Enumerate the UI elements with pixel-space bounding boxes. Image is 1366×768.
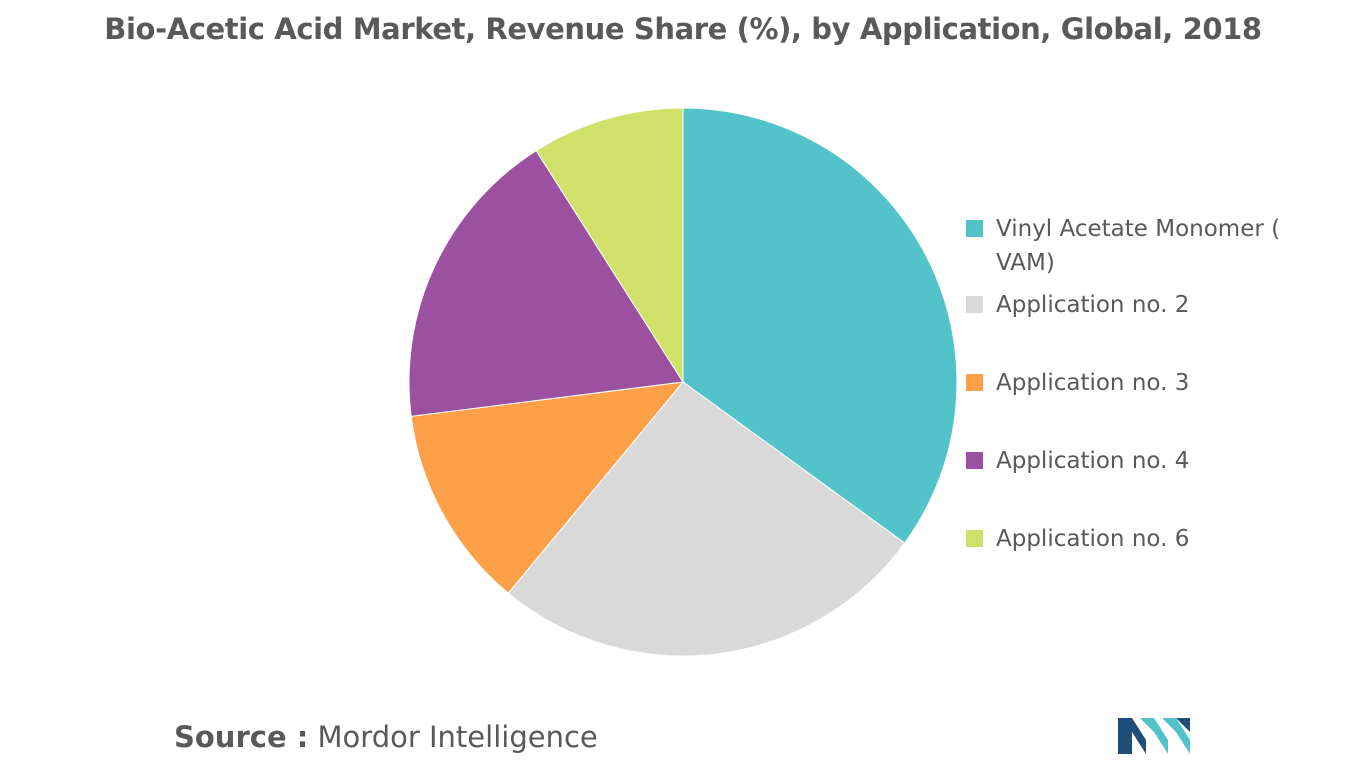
legend-swatch-application-3 bbox=[966, 374, 983, 391]
source-value: Mordor Intelligence bbox=[317, 720, 598, 754]
legend-label-application-2: Application no. 2 bbox=[996, 292, 1190, 318]
pie-slice-application-3 bbox=[410, 381, 685, 594]
legend-label-application-6: Application no. 6 bbox=[996, 526, 1190, 552]
chart-title: Bio-Acetic Acid Market, Revenue Share (%… bbox=[104, 12, 1262, 46]
legend-item-application-2: Application no. 2 bbox=[966, 288, 1189, 322]
legend-label-vam: Vinyl Acetate Monomer ( VAM) bbox=[996, 216, 1281, 276]
pie-slice-vam bbox=[682, 107, 958, 544]
pie-slice-application-6 bbox=[535, 107, 684, 384]
legend-swatch-application-4 bbox=[966, 452, 983, 469]
legend-item-application-3: Application no. 3 bbox=[966, 366, 1189, 400]
source-note: Source : Mordor Intelligence bbox=[174, 720, 598, 754]
legend-swatch-application-6 bbox=[966, 530, 983, 547]
legend-swatch-vam bbox=[966, 220, 983, 237]
legend-swatch-application-2 bbox=[966, 296, 983, 313]
legend-item-application-6: Application no. 6 bbox=[966, 522, 1189, 556]
source-label: Source : bbox=[174, 720, 309, 754]
pie-slice-application-4 bbox=[408, 149, 684, 417]
mordor-intelligence-logo-icon bbox=[1118, 718, 1190, 754]
legend-item-application-4: Application no. 4 bbox=[966, 444, 1189, 478]
legend-label-application-3: Application no. 3 bbox=[996, 370, 1190, 396]
legend-item-vam: Vinyl Acetate Monomer ( VAM) bbox=[966, 212, 1346, 280]
pie-slice-application-2 bbox=[507, 381, 906, 657]
legend-label-application-4: Application no. 4 bbox=[996, 448, 1190, 474]
